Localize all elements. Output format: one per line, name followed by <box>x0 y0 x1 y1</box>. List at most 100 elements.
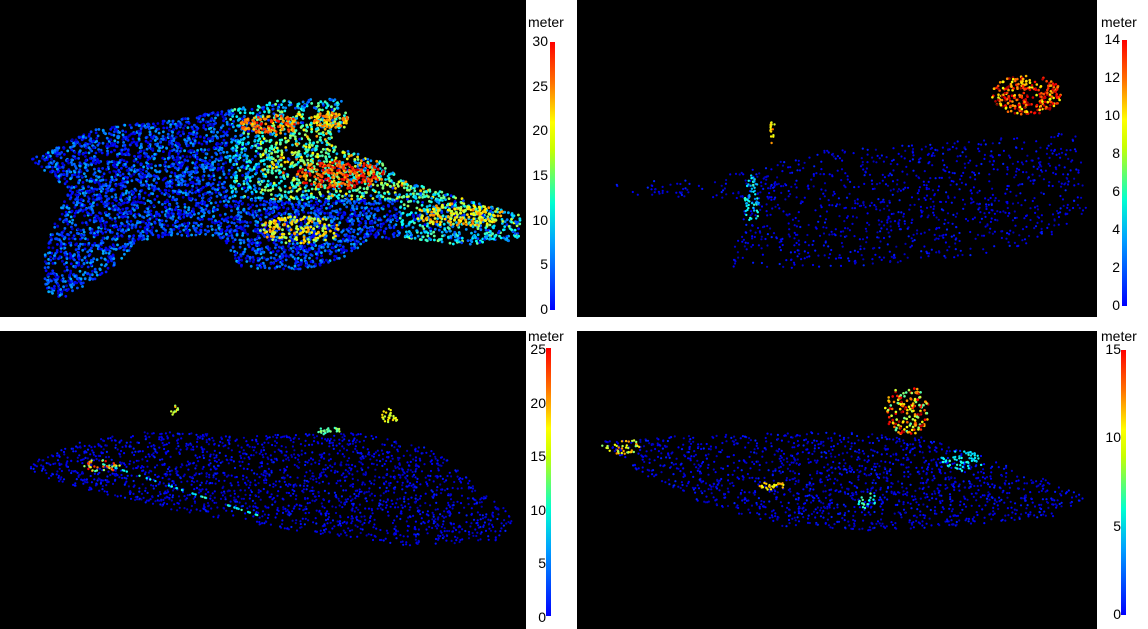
point <box>356 232 360 236</box>
point <box>56 224 59 228</box>
point <box>188 155 192 159</box>
point <box>57 286 61 290</box>
point <box>255 171 258 175</box>
point <box>394 208 398 211</box>
point <box>68 189 72 193</box>
point <box>131 137 135 141</box>
point <box>238 111 242 115</box>
point <box>56 151 59 155</box>
point <box>259 265 263 269</box>
point <box>223 212 227 216</box>
point <box>179 134 183 138</box>
point <box>254 199 257 203</box>
point <box>432 193 435 197</box>
point <box>365 212 368 215</box>
point <box>131 223 135 227</box>
point <box>219 128 222 132</box>
point <box>161 203 164 206</box>
point <box>421 235 425 239</box>
point <box>244 142 248 146</box>
point <box>123 123 127 127</box>
point <box>288 186 292 190</box>
point <box>150 183 154 187</box>
point <box>186 229 190 233</box>
point <box>255 162 258 166</box>
point <box>157 212 161 216</box>
point <box>78 161 82 165</box>
point <box>202 124 206 127</box>
point <box>181 130 185 134</box>
point <box>101 175 104 178</box>
point <box>264 185 267 189</box>
point <box>100 216 104 220</box>
point <box>117 203 121 206</box>
point <box>153 152 157 156</box>
point <box>151 215 154 219</box>
point <box>199 148 203 151</box>
point <box>212 174 216 178</box>
point <box>112 257 116 260</box>
point <box>293 243 297 247</box>
point <box>484 236 488 240</box>
point <box>130 132 134 136</box>
point <box>58 217 62 221</box>
point <box>223 113 227 117</box>
point <box>192 182 195 186</box>
point <box>327 152 330 156</box>
point <box>183 158 187 162</box>
point <box>375 201 378 205</box>
point <box>287 265 291 269</box>
point <box>254 219 258 223</box>
point <box>294 137 297 141</box>
point <box>279 170 282 174</box>
point <box>225 241 229 245</box>
point <box>170 134 174 138</box>
point <box>75 200 79 204</box>
point <box>121 184 125 188</box>
point <box>70 186 73 190</box>
point <box>432 234 436 238</box>
point <box>367 217 370 221</box>
point <box>215 195 219 198</box>
point <box>225 232 228 236</box>
point <box>187 206 191 210</box>
point <box>255 204 259 208</box>
point <box>192 226 196 230</box>
point <box>56 243 59 246</box>
point <box>78 244 81 248</box>
point <box>325 106 328 110</box>
point <box>306 196 310 200</box>
point <box>365 191 368 194</box>
point <box>274 206 278 209</box>
point <box>169 174 172 178</box>
point <box>389 215 392 219</box>
point <box>389 220 393 224</box>
point <box>276 107 280 110</box>
point <box>175 126 178 130</box>
point <box>77 175 80 179</box>
point <box>51 246 55 250</box>
point <box>269 256 273 260</box>
point <box>166 156 170 160</box>
point <box>220 112 223 116</box>
point <box>139 127 143 130</box>
point <box>61 259 64 263</box>
point <box>331 209 335 213</box>
point <box>251 203 255 207</box>
point <box>87 212 90 216</box>
point <box>259 252 263 256</box>
point <box>67 185 71 189</box>
point <box>277 103 281 107</box>
point <box>121 228 125 232</box>
point <box>93 155 96 158</box>
point <box>121 172 125 176</box>
point <box>73 173 77 177</box>
point <box>144 230 148 234</box>
point <box>310 127 314 131</box>
point <box>82 273 85 277</box>
point <box>57 174 61 178</box>
point <box>241 226 245 230</box>
point <box>338 244 342 247</box>
point <box>268 101 272 105</box>
point <box>58 293 62 297</box>
